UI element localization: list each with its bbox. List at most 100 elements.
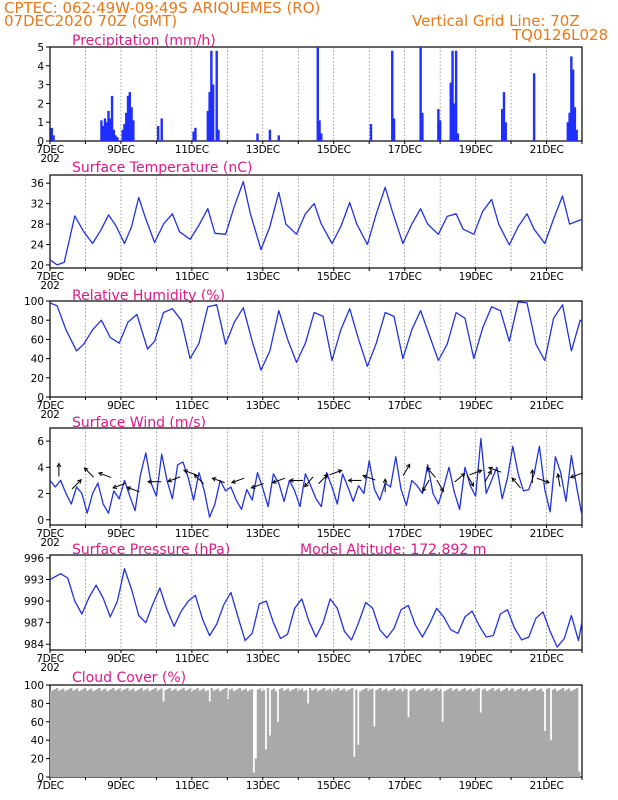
- cloud-bar: [258, 688, 262, 777]
- wind-arrow-head: [271, 479, 277, 484]
- precip-bar: [121, 129, 124, 141]
- wind-arrow-shaft: [251, 482, 264, 489]
- cloud-bar: [222, 689, 225, 777]
- cloud-bar: [475, 689, 478, 777]
- cloud-bar: [156, 690, 159, 777]
- cloud-bar: [106, 691, 109, 777]
- cloud-bar: [192, 690, 195, 777]
- precip-ytick-label: 3: [37, 80, 44, 92]
- cloud-bar: [90, 688, 93, 777]
- rh-ytick-label: 100: [24, 296, 44, 308]
- cloud-bar: [80, 690, 83, 777]
- temp-title: Surface Temperature (nC): [72, 160, 253, 176]
- pres-panel: 984 987 990 993 996 7DEC 9DEC 11DEC 13DEC 15DEC 17…: [24, 542, 583, 674]
- pres-ytick-label: 987: [24, 618, 44, 630]
- cloud-bar: [423, 690, 426, 777]
- cloud-bar: [72, 690, 75, 777]
- wind-xtick-label: 17DEC: [388, 528, 422, 540]
- cloud-bar: [266, 687, 270, 777]
- cloud-bar: [208, 701, 211, 777]
- pres-xtick-label: 7DEC: [36, 653, 64, 665]
- precip-bar: [112, 129, 116, 141]
- precip-xtick-label: 21DEC: [530, 144, 564, 156]
- precip-bar: [318, 120, 321, 141]
- precip-bar: [114, 135, 117, 141]
- cloud-bar: [200, 689, 203, 777]
- wind-arrow-shaft: [484, 470, 492, 483]
- cloud-bar: [565, 689, 569, 777]
- cloud-bar: [455, 688, 458, 777]
- cloud-bar: [278, 689, 282, 777]
- cloud-bar: [469, 688, 472, 777]
- precip-bar: [125, 112, 128, 141]
- cloud-bar: [248, 690, 252, 777]
- rh-xtick-label: 15DEC: [317, 400, 351, 412]
- cloud-bar: [545, 689, 549, 777]
- precip-bar: [107, 110, 110, 141]
- precip-bar: [116, 137, 119, 141]
- cloud-bar: [188, 688, 191, 777]
- cloud-bar: [100, 690, 103, 777]
- cloud-bar: [56, 687, 59, 777]
- wind-arrow-shaft: [454, 473, 465, 483]
- cloud-bar: [240, 690, 244, 777]
- cloud-bar: [314, 688, 318, 777]
- cloud-ytick-label: 100: [24, 680, 44, 692]
- wind-arrow-head: [97, 471, 103, 477]
- precip-bar: [566, 122, 570, 141]
- rh-ytick-label: 40: [31, 354, 44, 366]
- cloud-bar: [250, 689, 254, 777]
- cloud-bar: [349, 689, 352, 777]
- precip-bar: [571, 69, 575, 141]
- cloud-bar: [555, 691, 559, 777]
- cloud-bar: [513, 691, 517, 777]
- cloud-bar: [178, 690, 181, 777]
- rh-ytick-label: 60: [31, 334, 44, 346]
- cloud-bar: [353, 756, 356, 777]
- wind-arrow: [382, 478, 388, 493]
- cloud-bar: [549, 740, 553, 777]
- header-line1: CPTEC: 062:49W-09:49S ARIQUEMES (RO): [4, 0, 320, 17]
- pres-year-label: 202: [40, 662, 59, 674]
- cloud-xtick-label: 9DEC: [107, 780, 135, 792]
- cloud-bar: [535, 690, 539, 777]
- cloud-bar: [272, 688, 276, 777]
- rh-panel: 0 20 40 60 80 100 7DEC 9DEC 11DEC 13DEC 15DEC 17DEC…: [24, 288, 583, 421]
- cloud-bar: [441, 721, 444, 777]
- cloud-bar: [270, 689, 274, 777]
- pres-xtick-label: 15DEC: [317, 653, 351, 665]
- cloud-bar: [521, 690, 525, 777]
- cloud-bar: [238, 687, 242, 777]
- wind-arrow: [97, 471, 112, 478]
- cloud-bar: [274, 691, 278, 777]
- cloud-bar: [439, 689, 442, 777]
- cloud-bar: [537, 689, 541, 777]
- cloud-bar: [312, 689, 316, 777]
- cloud-bar: [531, 689, 535, 777]
- cloud-bar: [329, 688, 332, 777]
- cloud-bar: [415, 691, 418, 777]
- cloud-bar: [363, 689, 366, 777]
- pres-ytick-label: 993: [24, 574, 44, 586]
- wind-arrow: [288, 478, 303, 483]
- cloud-bar: [553, 688, 557, 777]
- cloud-xtick-label: 17DEC: [388, 780, 422, 792]
- wind-arrow-head: [183, 469, 189, 474]
- rh-xtick-label: 21DEC: [530, 400, 564, 412]
- rh-year-label: 202: [40, 409, 59, 421]
- precip-bar: [208, 92, 211, 141]
- cloud-bar: [302, 691, 306, 777]
- wind-xtick-label: 13DEC: [246, 528, 280, 540]
- cloud-bar: [186, 689, 189, 777]
- wind-arrow: [193, 473, 204, 485]
- wind-arrow: [488, 466, 502, 473]
- cloud-bar: [92, 691, 95, 777]
- cloud-bar: [419, 689, 422, 777]
- cloud-bar: [365, 687, 368, 777]
- pres-title: Surface Pressure (hPa): [72, 542, 230, 558]
- temp-xtick-label: 17DEC: [388, 271, 422, 283]
- precip-bar: [369, 124, 373, 141]
- wind-arrow-head: [56, 462, 62, 468]
- cloud-bar: [134, 691, 137, 777]
- wind-arrow-head: [469, 482, 475, 487]
